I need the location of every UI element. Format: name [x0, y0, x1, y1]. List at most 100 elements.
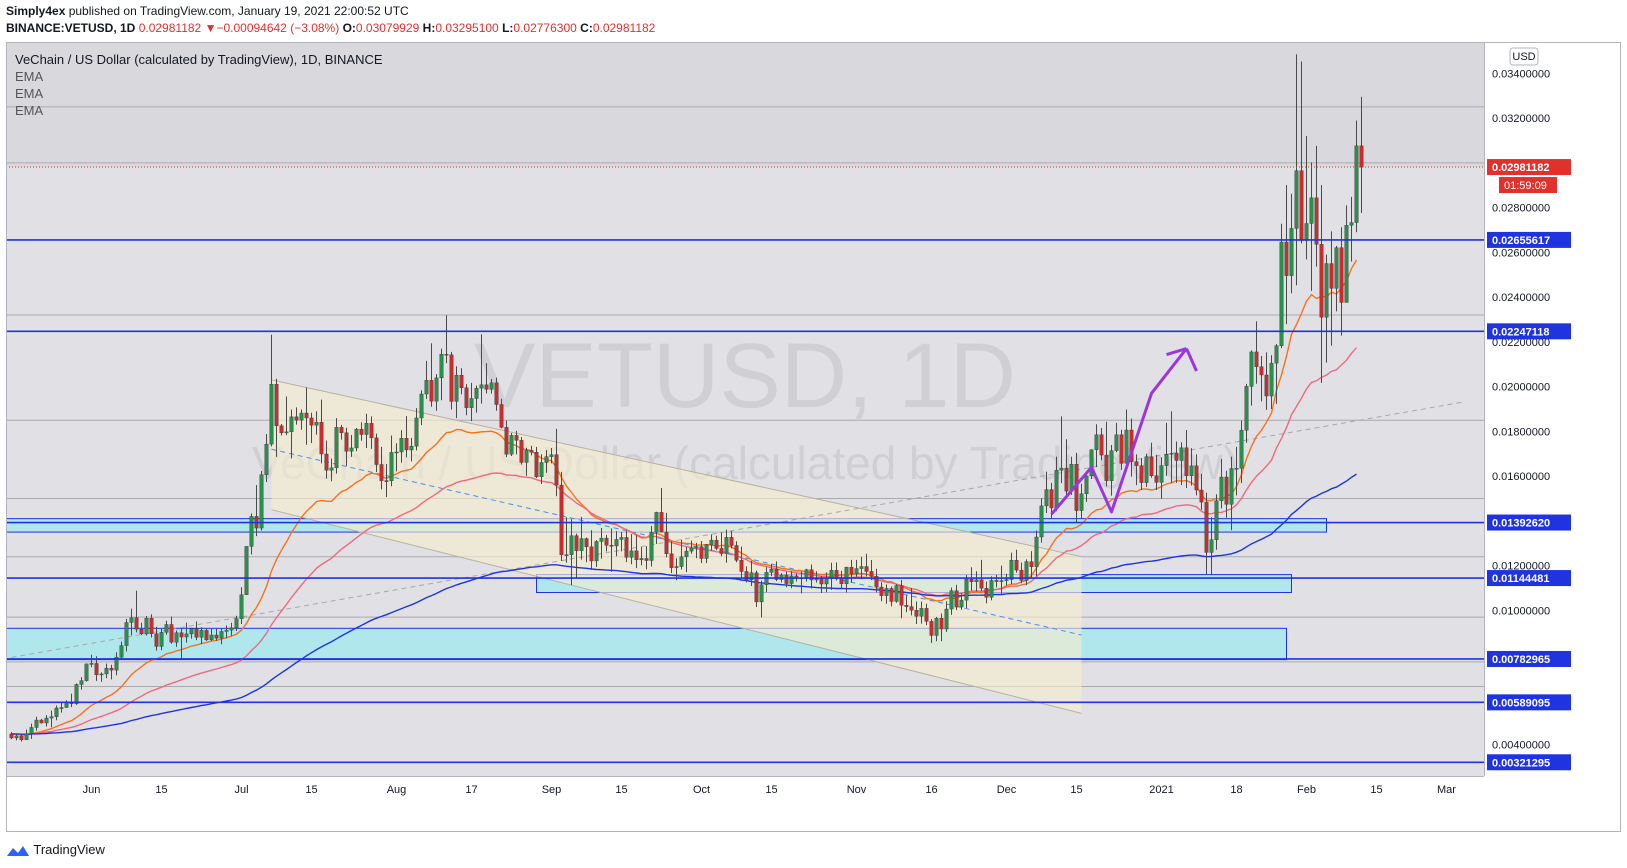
time-axis-background[interactable]: [6, 776, 1484, 832]
candle-body[interactable]: [749, 572, 754, 580]
candle-body[interactable]: [629, 550, 634, 558]
candle-body[interactable]: [574, 535, 579, 551]
candle-body[interactable]: [1159, 465, 1164, 483]
candle-body[interactable]: [1029, 561, 1034, 567]
candle-body[interactable]: [434, 377, 439, 402]
candle-body[interactable]: [1274, 345, 1279, 364]
candle-body[interactable]: [1099, 434, 1104, 456]
ema-line-2[interactable]: [11, 347, 1358, 735]
candle-body[interactable]: [484, 384, 489, 390]
candle-body[interactable]: [834, 570, 839, 578]
candle-body[interactable]: [899, 585, 904, 606]
candle-body[interactable]: [1049, 489, 1054, 509]
candle-body[interactable]: [19, 735, 24, 740]
candle-body[interactable]: [874, 576, 879, 588]
candle-body[interactable]: [264, 443, 269, 475]
candle-body[interactable]: [1079, 493, 1084, 511]
candle-body[interactable]: [189, 628, 194, 635]
candle-body[interactable]: [544, 456, 549, 463]
candle-body[interactable]: [1039, 505, 1044, 538]
candle-body[interactable]: [204, 630, 209, 640]
candle-body[interactable]: [744, 571, 749, 580]
author-name[interactable]: Simply4ex: [6, 4, 66, 18]
candle-body[interactable]: [1279, 241, 1284, 346]
candle-body[interactable]: [844, 567, 849, 584]
candle-body[interactable]: [284, 431, 289, 434]
chart-legend-title[interactable]: VeChain / US Dollar (calculated by Tradi…: [15, 52, 383, 67]
candle-body[interactable]: [689, 547, 694, 552]
candle-body[interactable]: [374, 437, 379, 465]
candle-body[interactable]: [1284, 241, 1289, 276]
candle-body[interactable]: [539, 462, 544, 478]
candle-body[interactable]: [1299, 170, 1304, 241]
candle-body[interactable]: [1104, 454, 1109, 482]
candle-body[interactable]: [584, 538, 589, 548]
candle-body[interactable]: [329, 467, 334, 471]
candle-body[interactable]: [1204, 501, 1209, 553]
candle-body[interactable]: [1014, 560, 1019, 571]
candle-body[interactable]: [1089, 449, 1094, 477]
candle-body[interactable]: [944, 608, 949, 630]
candle-body[interactable]: [184, 633, 189, 638]
candle-body[interactable]: [1234, 468, 1239, 470]
candle-body[interactable]: [294, 416, 299, 421]
candle-body[interactable]: [194, 628, 199, 638]
candle-body[interactable]: [1064, 467, 1069, 492]
candle-body[interactable]: [1114, 434, 1119, 451]
candle-body[interactable]: [564, 554, 569, 556]
candle-body[interactable]: [529, 450, 534, 453]
candle-body[interactable]: [1084, 475, 1089, 495]
candle-body[interactable]: [879, 586, 884, 596]
candle-body[interactable]: [734, 545, 739, 561]
candle-body[interactable]: [299, 412, 304, 421]
candle-body[interactable]: [1189, 465, 1194, 476]
candle-body[interactable]: [454, 375, 459, 402]
candle-body[interactable]: [84, 663, 89, 681]
candle-body[interactable]: [1174, 453, 1179, 461]
candle-body[interactable]: [469, 398, 474, 408]
candle-body[interactable]: [1249, 351, 1254, 387]
candle-body[interactable]: [414, 417, 419, 447]
candle-body[interactable]: [804, 569, 809, 578]
candle-body[interactable]: [34, 719, 39, 728]
candle-body[interactable]: [1264, 374, 1269, 397]
candle-body[interactable]: [269, 383, 274, 445]
candle-body[interactable]: [599, 537, 604, 542]
candle-body[interactable]: [109, 667, 114, 671]
candle-body[interactable]: [369, 423, 374, 439]
candle-body[interactable]: [849, 567, 854, 575]
candle-body[interactable]: [79, 680, 84, 685]
chart-canvas[interactable]: VETUSD, 1D VeChain / US Dollar (calculate…: [6, 42, 1621, 832]
candle-body[interactable]: [474, 387, 479, 399]
currency-badge[interactable]: [1509, 47, 1539, 66]
candle-body[interactable]: [694, 546, 699, 549]
candle-body[interactable]: [319, 422, 324, 455]
candle-body[interactable]: [664, 531, 669, 554]
candle-body[interactable]: [259, 474, 264, 529]
candle-body[interactable]: [614, 539, 619, 547]
candle-body[interactable]: [179, 632, 184, 638]
candle-body[interactable]: [389, 452, 394, 482]
candle-body[interactable]: [129, 617, 134, 623]
candle-body[interactable]: [1324, 263, 1329, 318]
legend-ema-1[interactable]: EMA: [15, 69, 44, 84]
candle-body[interactable]: [114, 656, 119, 671]
candle-body[interactable]: [364, 423, 369, 435]
candle-body[interactable]: [714, 539, 719, 549]
candle-body[interactable]: [884, 588, 889, 596]
candle-body[interactable]: [1314, 197, 1319, 245]
candle-body[interactable]: [379, 464, 384, 481]
candle-body[interactable]: [1304, 223, 1309, 241]
candle-body[interactable]: [404, 438, 409, 451]
legend-ema-2[interactable]: EMA: [15, 86, 44, 101]
candle-body[interactable]: [1024, 561, 1029, 581]
candle-body[interactable]: [634, 550, 639, 561]
candle-body[interactable]: [24, 733, 29, 740]
candle-body[interactable]: [49, 716, 54, 719]
candle-body[interactable]: [224, 629, 229, 632]
candle-body[interactable]: [504, 427, 509, 455]
candle-body[interactable]: [959, 599, 964, 608]
candle-body[interactable]: [569, 535, 574, 555]
candle-body[interactable]: [149, 618, 154, 634]
candle-body[interactable]: [1054, 470, 1059, 509]
